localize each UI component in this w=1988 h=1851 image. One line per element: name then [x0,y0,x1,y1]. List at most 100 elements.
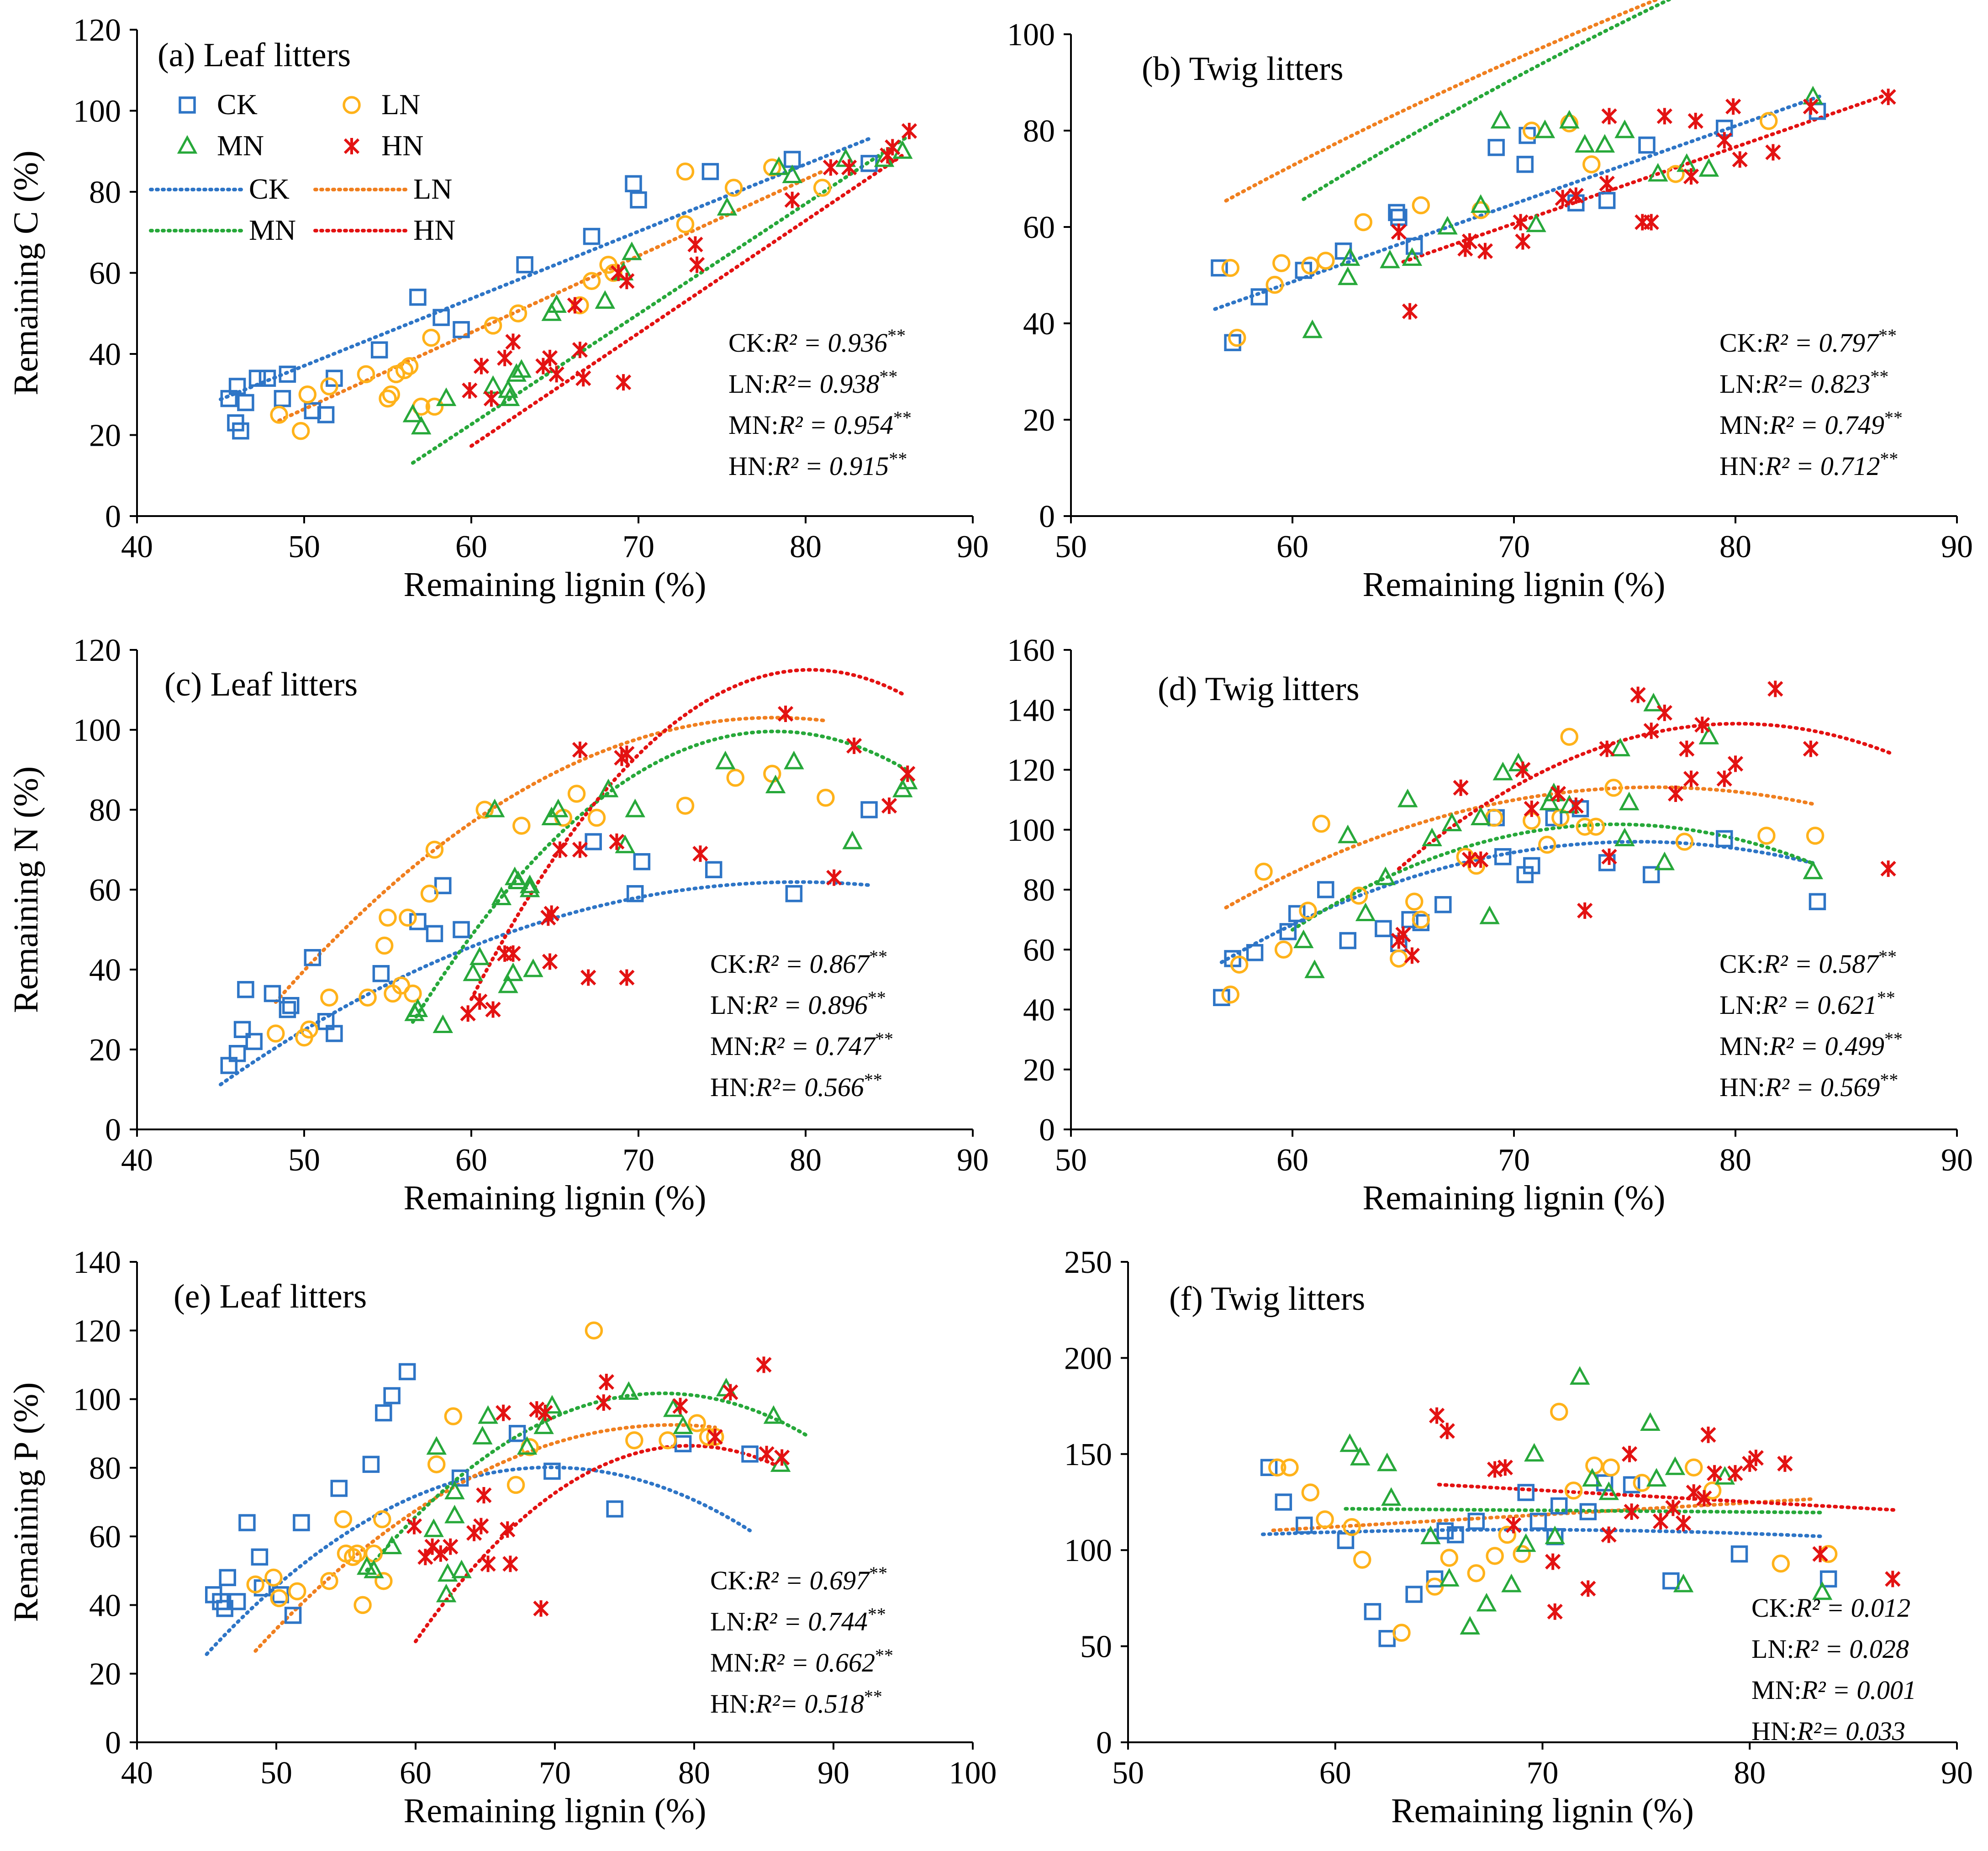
point-c-ln-2 [300,1020,318,1039]
point-f-ck-6 [1405,1586,1423,1603]
point-e-ln-4 [320,1572,338,1590]
point-c-hn-15 [619,745,635,762]
r2-label-e-hn: HN:R²= 0.518** [710,1686,882,1719]
point-e-mn-1 [364,1560,384,1578]
point-b-mn-14 [1648,163,1668,182]
point-a-ck-18 [625,175,642,192]
point-b-hn-8 [1568,187,1584,204]
point-b-mn-4 [1402,247,1423,266]
point-b-mn-13 [1614,119,1635,138]
point-b-ck-10 [1519,127,1536,144]
point-b-ck-5 [1388,204,1405,221]
point-f-ln-20 [1772,1554,1790,1573]
point-f-hn-22 [1812,1545,1828,1562]
point-b-ck-8 [1487,139,1505,156]
x-axis-title-b: Remaining lignin (%) [1363,565,1666,604]
point-f-hn-15 [1696,1490,1712,1507]
point-f-mn-4 [1420,1525,1441,1545]
point-a-mn-13 [717,197,738,216]
y-tick-label-e: 100 [73,1382,121,1418]
point-f-mn-13 [1582,1468,1603,1487]
trend-line-e-ln [253,1423,717,1653]
point-a-hn-21 [901,122,918,139]
point-f-hn-4 [1505,1517,1522,1534]
point-e-ck-19 [606,1500,623,1518]
point-a-hn-10 [575,370,591,387]
point-e-hn-21 [759,1445,775,1462]
point-b-mn-1 [1338,266,1358,285]
y-tick-label-d: 40 [1023,993,1055,1028]
point-c-ck-17 [626,885,644,902]
point-d-hn-9 [1568,797,1584,814]
point-e-ln-0 [246,1575,264,1594]
point-d-mn-21 [1803,860,1823,880]
point-d-ck-0 [1213,989,1230,1006]
point-f-hn-10 [1624,1503,1640,1520]
point-b-ck-12 [1598,192,1616,209]
point-d-ck-20 [1716,830,1733,848]
r2-label-f-hn: HN:R²= 0.033 [1751,1716,1905,1746]
point-a-ck-17 [583,227,601,245]
point-d-ck-21 [1809,893,1826,910]
point-c-hn-20 [881,797,897,814]
point-a-hn-legend [343,138,360,154]
point-f-ln-1 [1281,1458,1299,1477]
point-a-ln-0 [270,406,288,424]
point-f-ln-2 [1301,1483,1320,1502]
x-tick-label-c: 80 [790,1143,822,1178]
point-b-ck-0 [1211,259,1228,277]
point-d-ln-8 [1405,892,1424,911]
point-a-mn-legend [177,135,198,154]
point-f-ck-10 [1467,1513,1485,1530]
trend-line-e-hn [414,1444,780,1644]
point-a-ln-6 [382,385,401,404]
point-a-ck-16 [516,256,533,274]
point-a-ln-8 [395,361,414,380]
trend-line-e-ck [205,1465,752,1656]
point-e-ln-14 [444,1407,463,1425]
point-d-ln-4 [1299,902,1317,920]
trend-line-a-ln [277,169,824,422]
point-f-hn-13 [1675,1515,1692,1532]
point-c-ck-4 [245,1033,263,1050]
r2-label-d-ck: CK:R² = 0.587** [1719,946,1897,979]
point-d-mn-2 [1338,824,1358,844]
point-d-ck-6 [1339,932,1356,949]
trend-line-b-ln [1224,0,1661,203]
point-d-hn-16 [1667,786,1684,802]
panel-d: 50 60 70 80 90 0 20 40 60 80 100 120 140 160 Remaining… [1007,633,1973,1217]
point-b-mn-8 [1526,213,1546,232]
trend-line-f-mn [1344,1507,1825,1514]
point-a-ln-19 [676,215,695,233]
point-d-mn-18 [1643,692,1664,712]
point-b-ln-4 [1301,256,1319,275]
point-e-ck-21 [741,1445,759,1463]
y-tick-label-c: 20 [89,1033,121,1068]
point-a-ck-20 [701,163,719,180]
point-d-hn-14 [1643,722,1659,739]
point-a-hn-12 [615,374,632,391]
point-c-mn-18 [625,798,645,817]
point-e-ln-9 [353,1596,372,1614]
point-c-ln-18 [676,796,695,815]
point-d-ck-4 [1288,905,1306,923]
point-e-ln-15 [506,1476,525,1494]
point-f-ck-1 [1275,1493,1292,1511]
point-f-ln-16 [1602,1458,1620,1477]
point-d-hn-4 [1461,851,1478,868]
series-b-mn [1302,85,1823,338]
point-f-ck-17 [1623,1476,1640,1493]
point-b-ln-10 [1560,114,1578,132]
point-f-mn-19 [1714,1466,1735,1485]
point-c-ln-21 [817,789,835,807]
point-c-mn-8 [503,962,523,981]
y-tick-label-f: 250 [1064,1245,1112,1280]
point-e-hn-10 [500,1521,516,1538]
legend-line-label-hn: HN [413,214,455,246]
point-c-ck-12 [409,913,427,930]
point-e-mn-19 [763,1405,784,1424]
point-f-ln-18 [1684,1458,1703,1477]
trend-line-c-ln [274,716,828,1004]
point-a-hn-17 [823,159,839,176]
